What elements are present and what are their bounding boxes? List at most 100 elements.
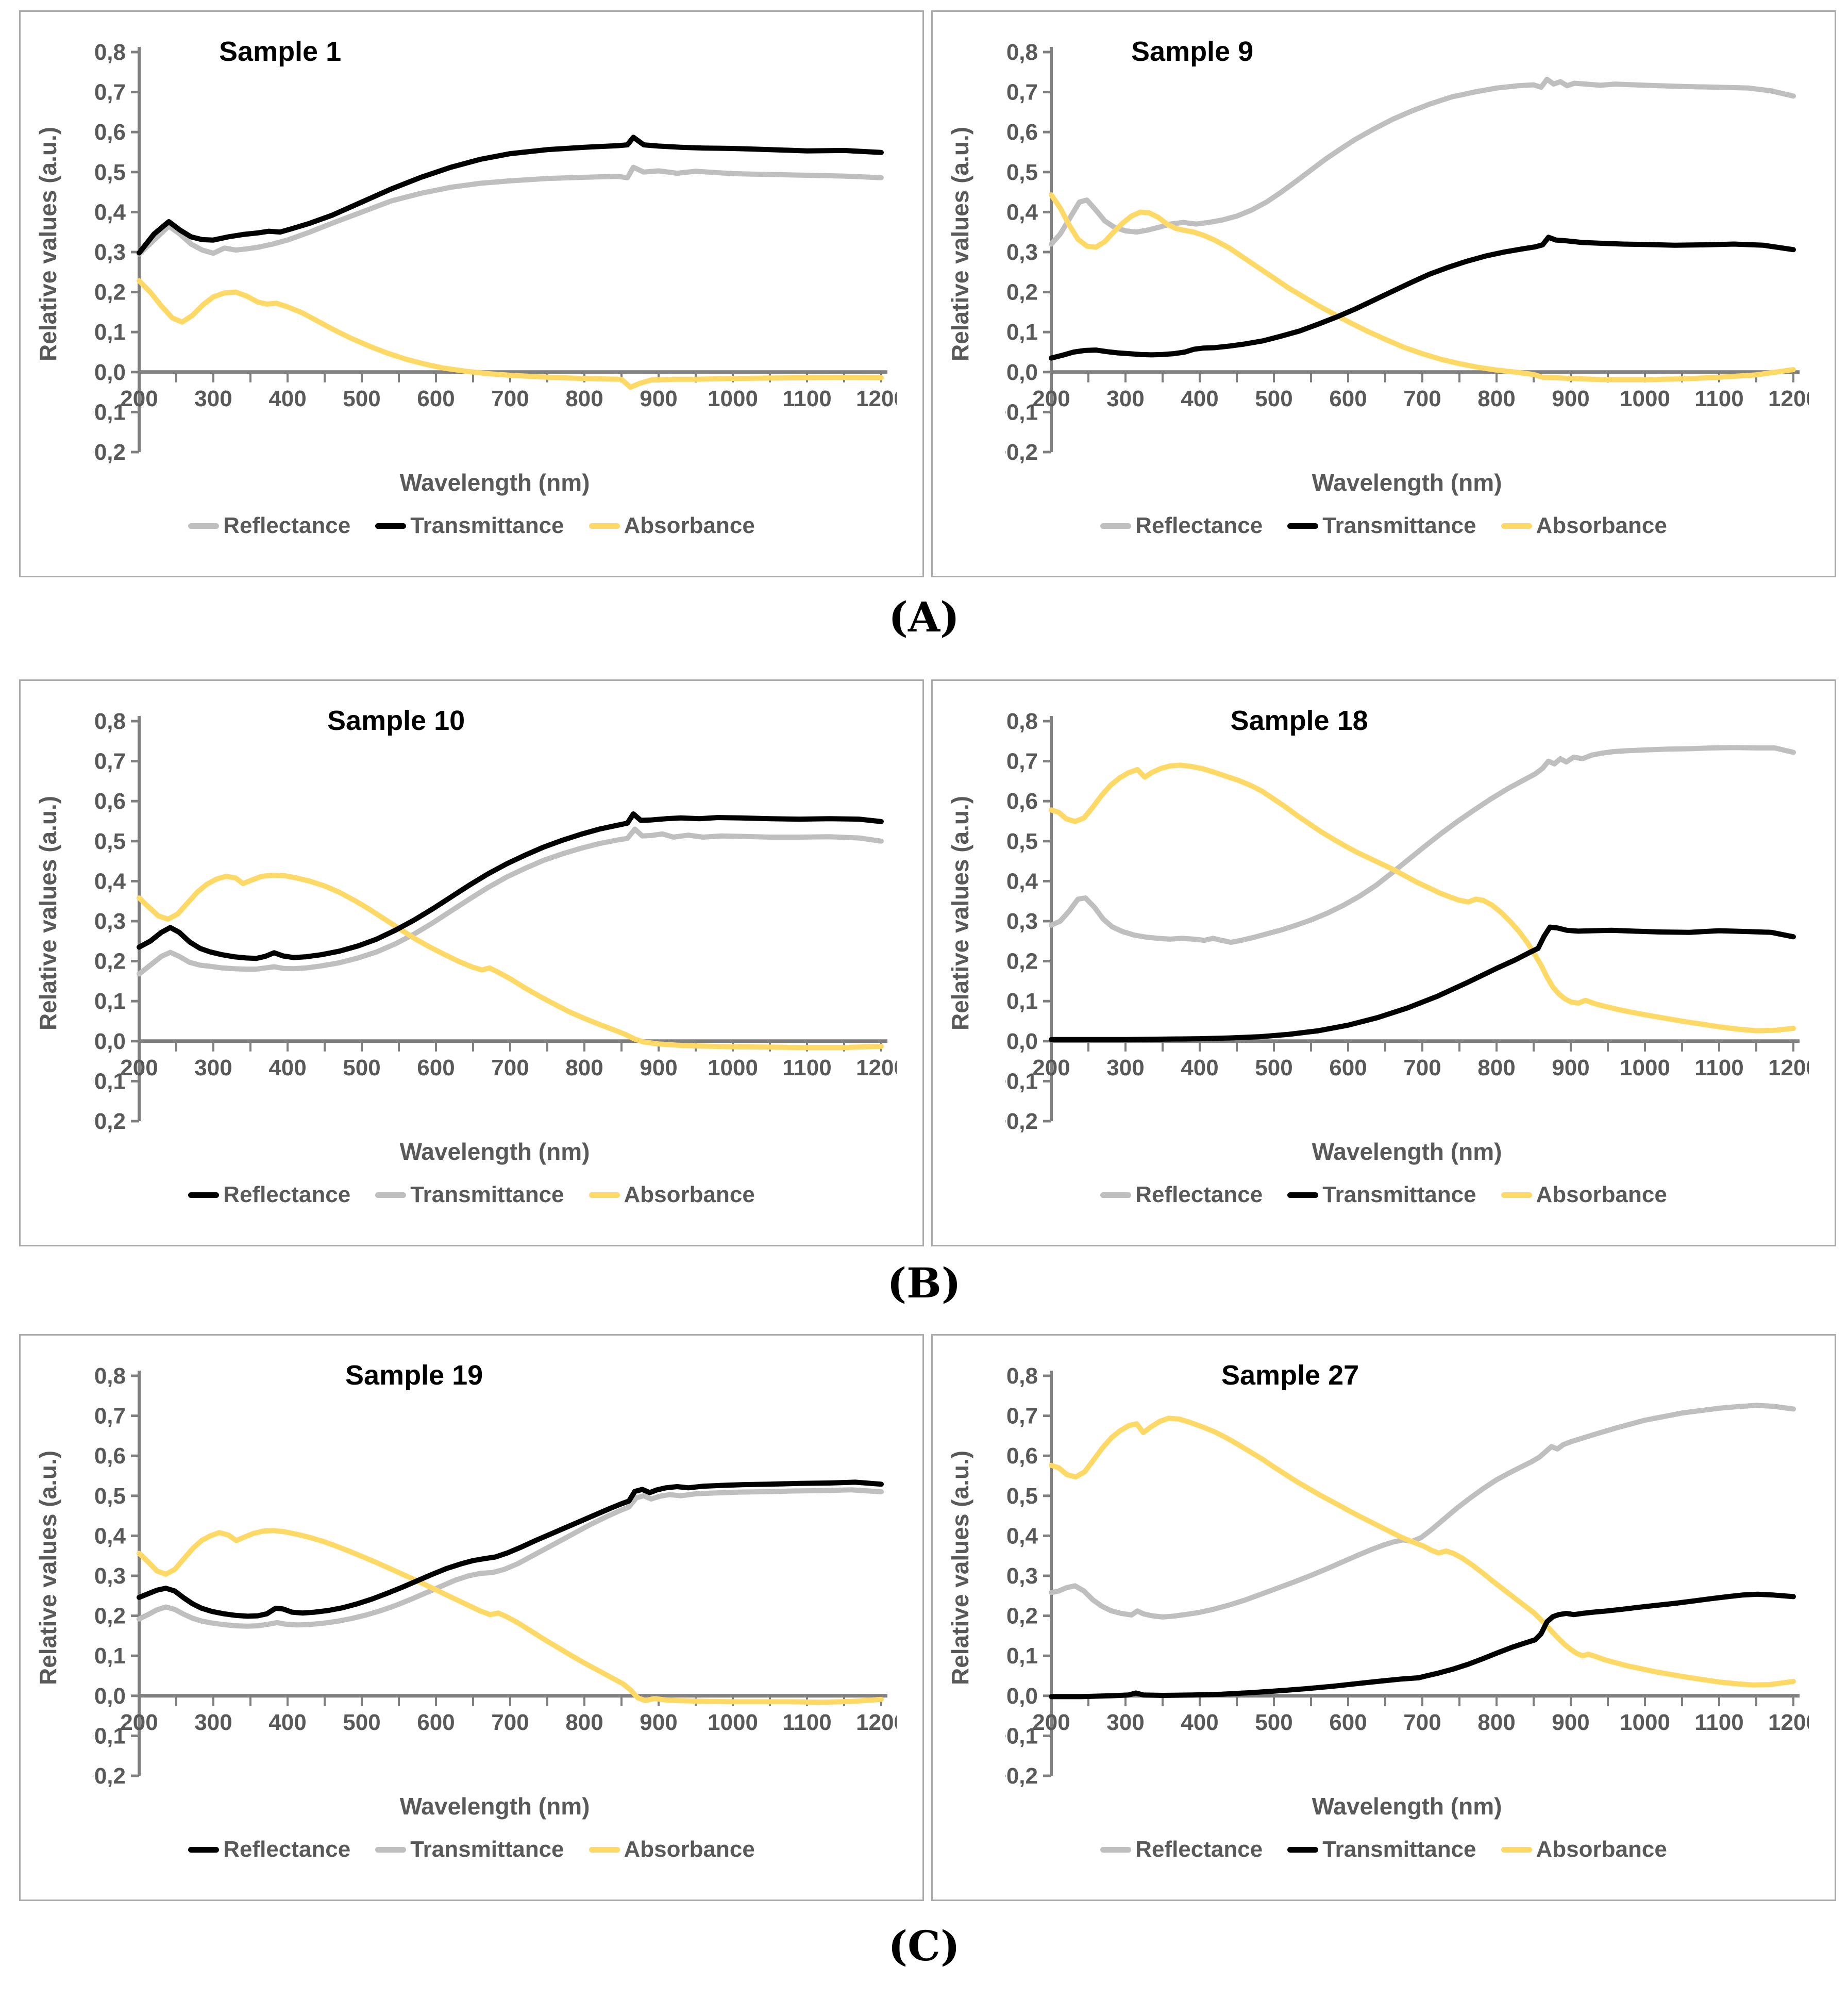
x-tick-label: 200 [1032,386,1070,411]
y-tick-label: 0,6 [94,120,126,145]
y-tick-label: 0,0 [1006,1029,1038,1054]
series-line-absorbance [1049,1415,1796,1688]
y-tick-label: 0,5 [1006,160,1038,185]
legend-label: Reflectance [223,513,351,538]
legend-label: Transmittance [1322,1837,1476,1862]
y-tick-label: 0,1 [1006,989,1038,1014]
legend-label: Absorbance [1536,513,1667,538]
series-line-transmittance [137,135,884,256]
x-tick-label: 500 [1255,1055,1292,1080]
y-tick-label: 0,5 [1006,1484,1038,1509]
y-tick-label: 0,5 [94,1484,126,1509]
legend-item-transmittance: Transmittance [375,1837,564,1862]
x-tick-label: 600 [417,1710,455,1735]
legend-label: Absorbance [624,1182,755,1207]
legend-item-reflectance: Reflectance [1100,1182,1263,1208]
x-tick-label: 1000 [1620,386,1670,411]
x-tick-label: 1100 [1694,1055,1743,1080]
y-tick-label: 0,0 [94,1029,126,1054]
x-tick-label: 700 [491,1710,529,1735]
legend-swatch-absorbance [589,1192,620,1198]
y-tick-label: 0,0 [94,360,126,385]
x-tick-label: 900 [640,386,677,411]
chart-title: Sample 19 [345,1360,483,1391]
x-tick-label: 1100 [782,1055,831,1080]
legend-item-reflectance: Reflectance [188,1837,350,1862]
y-tick-label: 0,7 [94,749,126,774]
x-axis-title: Wavelength (nm) [399,1138,590,1165]
x-tick-label: 400 [268,386,306,411]
x-axis-title: Wavelength (nm) [399,1793,590,1820]
x-tick-label: 700 [491,386,529,411]
y-axis-title: Relative values (a.u.) [35,1450,61,1685]
legend-label: Reflectance [1135,1837,1263,1862]
legend-label: Reflectance [223,1182,351,1207]
x-tick-label: 1100 [782,1710,831,1735]
y-tick-label: 0,2 [94,280,126,305]
x-tick-label: 1100 [1694,1710,1743,1735]
y-tick-label: 0,6 [94,789,126,814]
series-line-absorbance [1049,762,1796,1034]
x-tick-label: 600 [417,386,455,411]
y-tick-label: 0,5 [1006,829,1038,854]
y-tick-label: 0,3 [1006,909,1038,934]
legend-item-absorbance: Absorbance [589,513,755,539]
y-tick-label: 0,3 [94,240,126,265]
y-tick-label: 0,7 [1006,749,1038,774]
y-tick-label: 0,4 [1006,869,1038,894]
x-tick-label: 900 [1552,386,1589,411]
legend-item-absorbance: Absorbance [1501,1182,1667,1208]
y-tick-label: −0,2 [1005,1109,1038,1134]
legend-item-transmittance: Transmittance [375,1182,564,1208]
x-tick-label: 1100 [1694,386,1743,411]
legend-swatch-absorbance [1501,1192,1532,1198]
row-c: Relative values (a.u.) 0,8 0,7 0,6 0,5 0,4 0,… [19,1334,1836,1901]
chart-plot-sample-1: 0,8 0,7 0,6 0,5 0,4 0,3 0,2 0,1 0,0 −0,1 −0,2 200 30… [93,40,897,465]
y-tick-label: −0,2 [93,1763,126,1789]
x-tick-label: 400 [1181,1055,1218,1080]
series-line-absorbance [137,278,884,390]
x-tick-label: 200 [1032,1055,1070,1080]
legend-swatch-reflectance [188,1192,220,1198]
series-line-transmittance [137,826,884,977]
y-axis-title: Relative values (a.u.) [35,126,61,361]
x-tick-label: 1000 [1620,1055,1670,1080]
legend-sample-19: Reflectance Transmittance Absorbance [21,1837,922,1862]
legend-label: Absorbance [1536,1182,1667,1207]
x-tick-label: 400 [268,1055,306,1080]
legend-label: Absorbance [624,513,755,538]
legend-sample-18: Reflectance Transmittance Absorbance [933,1182,1835,1208]
x-tick-label: 500 [1255,1710,1292,1735]
x-tick-label: 300 [1106,386,1144,411]
x-tick-label: 1000 [708,1055,758,1080]
legend-sample-10: Reflectance Transmittance Absorbance [21,1182,922,1208]
legend-swatch-transmittance [375,523,407,529]
x-tick-label: 700 [491,1055,529,1080]
x-tick-label: 1000 [708,386,758,411]
legend-item-reflectance: Reflectance [1100,513,1263,539]
x-tick-label: 200 [120,1055,158,1080]
legend-label: Transmittance [1322,513,1476,538]
x-tick-label: 200 [1032,1710,1070,1735]
y-tick-label: −0,2 [1005,440,1038,465]
chart-plot-sample-18: 0,8 0,7 0,6 0,5 0,4 0,3 0,2 0,1 0,0 −0,1 −0,2 200 30… [1005,709,1809,1134]
legend-swatch-transmittance [1287,1192,1319,1198]
x-tick-label: 700 [1403,1710,1441,1735]
legend-item-absorbance: Absorbance [1501,1837,1667,1862]
x-tick-label: 1200 [1768,1055,1809,1080]
legend-label: Reflectance [223,1837,351,1862]
y-axis-title: Relative values (a.u.) [947,1450,973,1685]
legend-swatch-transmittance [1287,1846,1319,1853]
series-line-transmittance [1049,1591,1796,1700]
chart-title: Sample 1 [219,36,342,67]
x-tick-label: 1200 [856,386,897,411]
x-tick-label: 800 [565,1710,603,1735]
series-line-absorbance [137,1528,884,1705]
y-tick-label: −0,1 [93,1723,126,1748]
x-tick-label: 1000 [1620,1710,1670,1735]
chart-plot-sample-27: 0,8 0,7 0,6 0,5 0,4 0,3 0,2 0,1 0,0 −0,1 −0,2 200 30… [1005,1363,1809,1789]
y-tick-label: 0,0 [1006,1684,1038,1709]
series-line-reflectance [1049,76,1796,247]
y-tick-label: 0,6 [94,1443,126,1469]
